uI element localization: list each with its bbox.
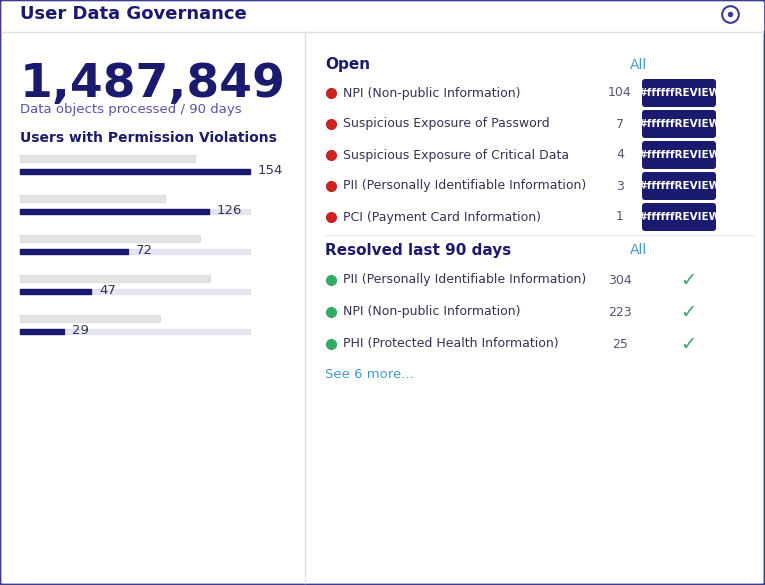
Bar xyxy=(20,329,250,334)
Text: NPI (Non-public Information): NPI (Non-public Information) xyxy=(343,305,520,318)
Text: Users with Permission Violations: Users with Permission Violations xyxy=(20,131,277,145)
Text: Open: Open xyxy=(325,57,370,73)
Text: 25: 25 xyxy=(612,338,628,350)
Text: 126: 126 xyxy=(216,205,242,218)
Bar xyxy=(20,169,250,174)
Bar xyxy=(20,289,250,294)
Text: 154: 154 xyxy=(258,164,283,177)
Bar xyxy=(2,2,763,30)
Text: Suspicious Exposure of Password: Suspicious Exposure of Password xyxy=(343,118,549,130)
Text: ✓: ✓ xyxy=(680,270,696,290)
Text: All: All xyxy=(630,243,647,257)
Bar xyxy=(20,169,250,174)
Bar xyxy=(20,329,63,334)
Bar xyxy=(20,289,91,294)
Text: NPI (Non-public Information): NPI (Non-public Information) xyxy=(343,87,520,99)
Bar xyxy=(20,249,128,254)
Bar xyxy=(20,235,200,242)
Bar xyxy=(20,155,195,162)
Text: 72: 72 xyxy=(136,245,153,257)
Text: #ffffffREVIEW: #ffffffREVIEW xyxy=(638,212,720,222)
Text: 4: 4 xyxy=(616,149,624,161)
Text: Suspicious Exposure of Critical Data: Suspicious Exposure of Critical Data xyxy=(343,149,569,161)
FancyBboxPatch shape xyxy=(642,172,716,200)
Text: 3: 3 xyxy=(616,180,624,192)
Text: ✓: ✓ xyxy=(680,335,696,353)
Text: #ffffffREVIEW: #ffffffREVIEW xyxy=(638,88,720,98)
FancyBboxPatch shape xyxy=(642,203,716,231)
Text: #ffffffREVIEW: #ffffffREVIEW xyxy=(638,181,720,191)
FancyBboxPatch shape xyxy=(642,79,716,107)
Bar xyxy=(20,275,210,282)
Text: #ffffffREVIEW: #ffffffREVIEW xyxy=(638,119,720,129)
Bar xyxy=(20,209,209,214)
Text: Data objects processed / 90 days: Data objects processed / 90 days xyxy=(20,102,242,115)
Bar xyxy=(20,209,250,214)
Text: PHI (Protected Health Information): PHI (Protected Health Information) xyxy=(343,338,558,350)
FancyBboxPatch shape xyxy=(642,110,716,138)
Text: #ffffffREVIEW: #ffffffREVIEW xyxy=(638,150,720,160)
Text: 29: 29 xyxy=(72,325,89,338)
Bar xyxy=(20,315,160,322)
Text: 1: 1 xyxy=(616,211,624,223)
Text: PII (Personally Identifiable Information): PII (Personally Identifiable Information… xyxy=(343,180,586,192)
Text: 1,487,849: 1,487,849 xyxy=(20,63,286,108)
Text: See 6 more...: See 6 more... xyxy=(325,369,414,381)
Text: 304: 304 xyxy=(608,274,632,287)
Text: 104: 104 xyxy=(608,87,632,99)
Text: 47: 47 xyxy=(99,284,116,298)
Bar xyxy=(20,249,250,254)
Text: Resolved last 90 days: Resolved last 90 days xyxy=(325,243,511,257)
Text: 7: 7 xyxy=(616,118,624,130)
Text: PCI (Payment Card Information): PCI (Payment Card Information) xyxy=(343,211,541,223)
Text: User Data Governance: User Data Governance xyxy=(20,5,247,23)
Text: ✓: ✓ xyxy=(680,302,696,322)
Bar xyxy=(20,195,165,202)
FancyBboxPatch shape xyxy=(642,141,716,169)
Text: All: All xyxy=(630,58,647,72)
Text: 223: 223 xyxy=(608,305,632,318)
Text: PII (Personally Identifiable Information): PII (Personally Identifiable Information… xyxy=(343,274,586,287)
